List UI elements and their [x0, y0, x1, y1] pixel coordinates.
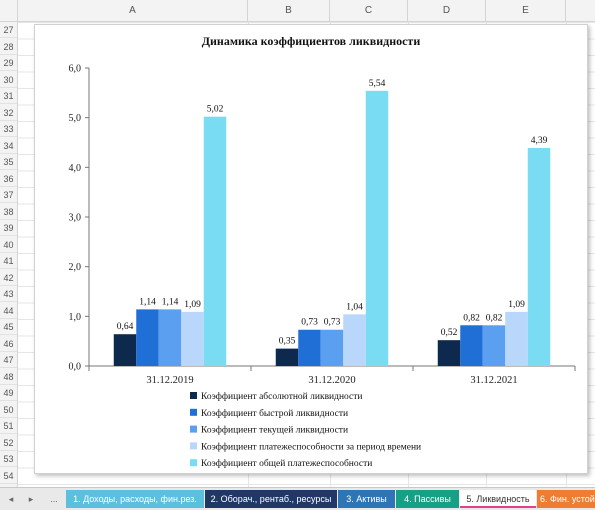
more-sheets-button[interactable]: ... [50, 494, 58, 504]
row-number[interactable]: 37 [0, 187, 17, 203]
x-tick-label: 31.12.2021 [470, 375, 517, 386]
row-number[interactable]: 41 [0, 253, 17, 269]
data-label: 1,04 [346, 302, 363, 312]
row-number[interactable]: 43 [0, 286, 17, 302]
bar [482, 325, 506, 366]
bar [158, 309, 182, 366]
row-number[interactable]: 45 [0, 319, 17, 335]
bar [298, 329, 321, 366]
row-number[interactable]: 47 [0, 352, 17, 368]
bar [113, 334, 137, 366]
prev-sheet-icon[interactable]: ◂ [8, 494, 14, 504]
row-number[interactable]: 52 [0, 435, 17, 451]
data-label: 0,52 [441, 328, 458, 338]
column-header-e[interactable]: E [486, 0, 566, 21]
data-label: 0,82 [463, 313, 480, 323]
legend-label: Коэффициент абсолютной ликвидности [201, 391, 363, 402]
sheet-tab-income[interactable]: 1. Доходы, расходы, фин.рез. [66, 490, 204, 508]
y-tick-label: 3,0 [69, 213, 82, 224]
row-number[interactable]: 40 [0, 237, 17, 253]
y-tick-label: 1,0 [69, 312, 82, 323]
row-number[interactable]: 38 [0, 204, 17, 220]
row-number[interactable]: 28 [0, 39, 17, 55]
sheet-tab-liquidity[interactable]: 5. Ликвидность [460, 490, 536, 508]
data-label: 5,54 [369, 79, 386, 89]
row-number[interactable]: 53 [0, 451, 17, 467]
bar [505, 311, 528, 366]
row-number[interactable]: 29 [0, 55, 17, 71]
liquidity-chart: Динамика коэффициентов ликвидности 0,0 1,… [69, 34, 576, 469]
next-sheet-icon[interactable]: ▸ [28, 494, 34, 504]
legend-label: Коэффициент общей платежеспособности [201, 458, 372, 469]
select-all-corner[interactable] [0, 0, 18, 21]
column-header-b[interactable]: B [248, 0, 330, 21]
row-number[interactable]: 34 [0, 138, 17, 154]
row-number[interactable]: 39 [0, 220, 17, 236]
y-tick-label: 4,0 [69, 163, 82, 174]
y-tick-label: 5,0 [69, 113, 82, 124]
data-label: 0,73 [324, 318, 341, 328]
legend-label: Коэффициент быстрой ликвидности [201, 408, 348, 419]
column-header-bar: A B C D E [0, 0, 595, 22]
data-label: 0,73 [301, 318, 318, 328]
bar [527, 147, 551, 366]
row-number[interactable]: 44 [0, 303, 17, 319]
legend-label: Коэффициент платежеспособности за период… [201, 441, 421, 452]
bar [275, 348, 299, 366]
legend-swatch [190, 392, 197, 399]
sheet-tab-fin-stability[interactable]: 6. Фин. устойч [537, 490, 595, 508]
row-number[interactable]: 48 [0, 369, 17, 385]
data-label: 5,02 [207, 105, 224, 115]
sheet-tab-liabilities[interactable]: 4. Пассивы [396, 490, 459, 508]
row-number[interactable]: 30 [0, 72, 17, 88]
row-number[interactable]: 50 [0, 402, 17, 418]
bar [136, 309, 159, 366]
legend-swatch [190, 425, 197, 433]
data-label: 1,09 [184, 300, 201, 310]
chart-title: Динамика коэффициентов ликвидности [202, 34, 421, 48]
bar [320, 329, 344, 366]
row-number[interactable]: 51 [0, 418, 17, 434]
data-label: 1,14 [162, 297, 179, 307]
y-tick-label: 6,0 [69, 64, 82, 75]
row-number[interactable]: 27 [0, 22, 17, 38]
column-header-d[interactable]: D [408, 0, 486, 21]
row-header-bar: 27 28 29 30 31 32 33 34 35 36 37 38 39 40 41 42 43 44 45 46… [0, 22, 18, 500]
legend-swatch [190, 459, 197, 467]
legend-swatch [190, 408, 197, 416]
data-label: 0,82 [486, 313, 503, 323]
row-number[interactable]: 54 [0, 468, 17, 484]
y-tick-label: 2,0 [69, 262, 82, 273]
data-label: 0,35 [279, 337, 296, 347]
bar [437, 340, 461, 366]
row-number[interactable]: 49 [0, 385, 17, 401]
data-label: 4,39 [531, 136, 548, 146]
chart-object[interactable]: Динамика коэффициентов ликвидности 0,0 1,… [34, 24, 588, 474]
row-number[interactable]: 35 [0, 154, 17, 170]
row-number[interactable]: 33 [0, 121, 17, 137]
bar [460, 325, 483, 366]
x-tick-label: 31.12.2019 [146, 375, 193, 386]
legend-label: Коэффициент текущей ликвидности [201, 425, 348, 436]
column-header-c[interactable]: C [330, 0, 408, 21]
row-number[interactable]: 42 [0, 270, 17, 286]
row-number[interactable]: 31 [0, 88, 17, 104]
x-tick-label: 31.12.2020 [308, 375, 355, 386]
bar [343, 314, 366, 366]
row-number[interactable]: 46 [0, 336, 17, 352]
data-label: 0,64 [117, 322, 134, 332]
sheet-tab-turnover[interactable]: 2. Оборач., рентаб., ресурсы [205, 490, 337, 508]
sheet-tab-bar: ◂ ▸ ... 1. Доходы, расходы, фин.рез. 2. … [0, 487, 595, 510]
row-number[interactable]: 32 [0, 105, 17, 121]
bar [203, 116, 227, 366]
row-number[interactable]: 36 [0, 171, 17, 187]
bar [181, 311, 204, 366]
data-label: 1,09 [508, 300, 525, 310]
column-header-a[interactable]: A [18, 0, 248, 21]
data-label: 1,14 [139, 297, 156, 307]
legend-swatch [190, 442, 197, 450]
sheet-tab-assets[interactable]: 3. Активы [338, 490, 395, 508]
y-tick-label: 0,0 [69, 362, 82, 373]
bar [365, 90, 389, 366]
